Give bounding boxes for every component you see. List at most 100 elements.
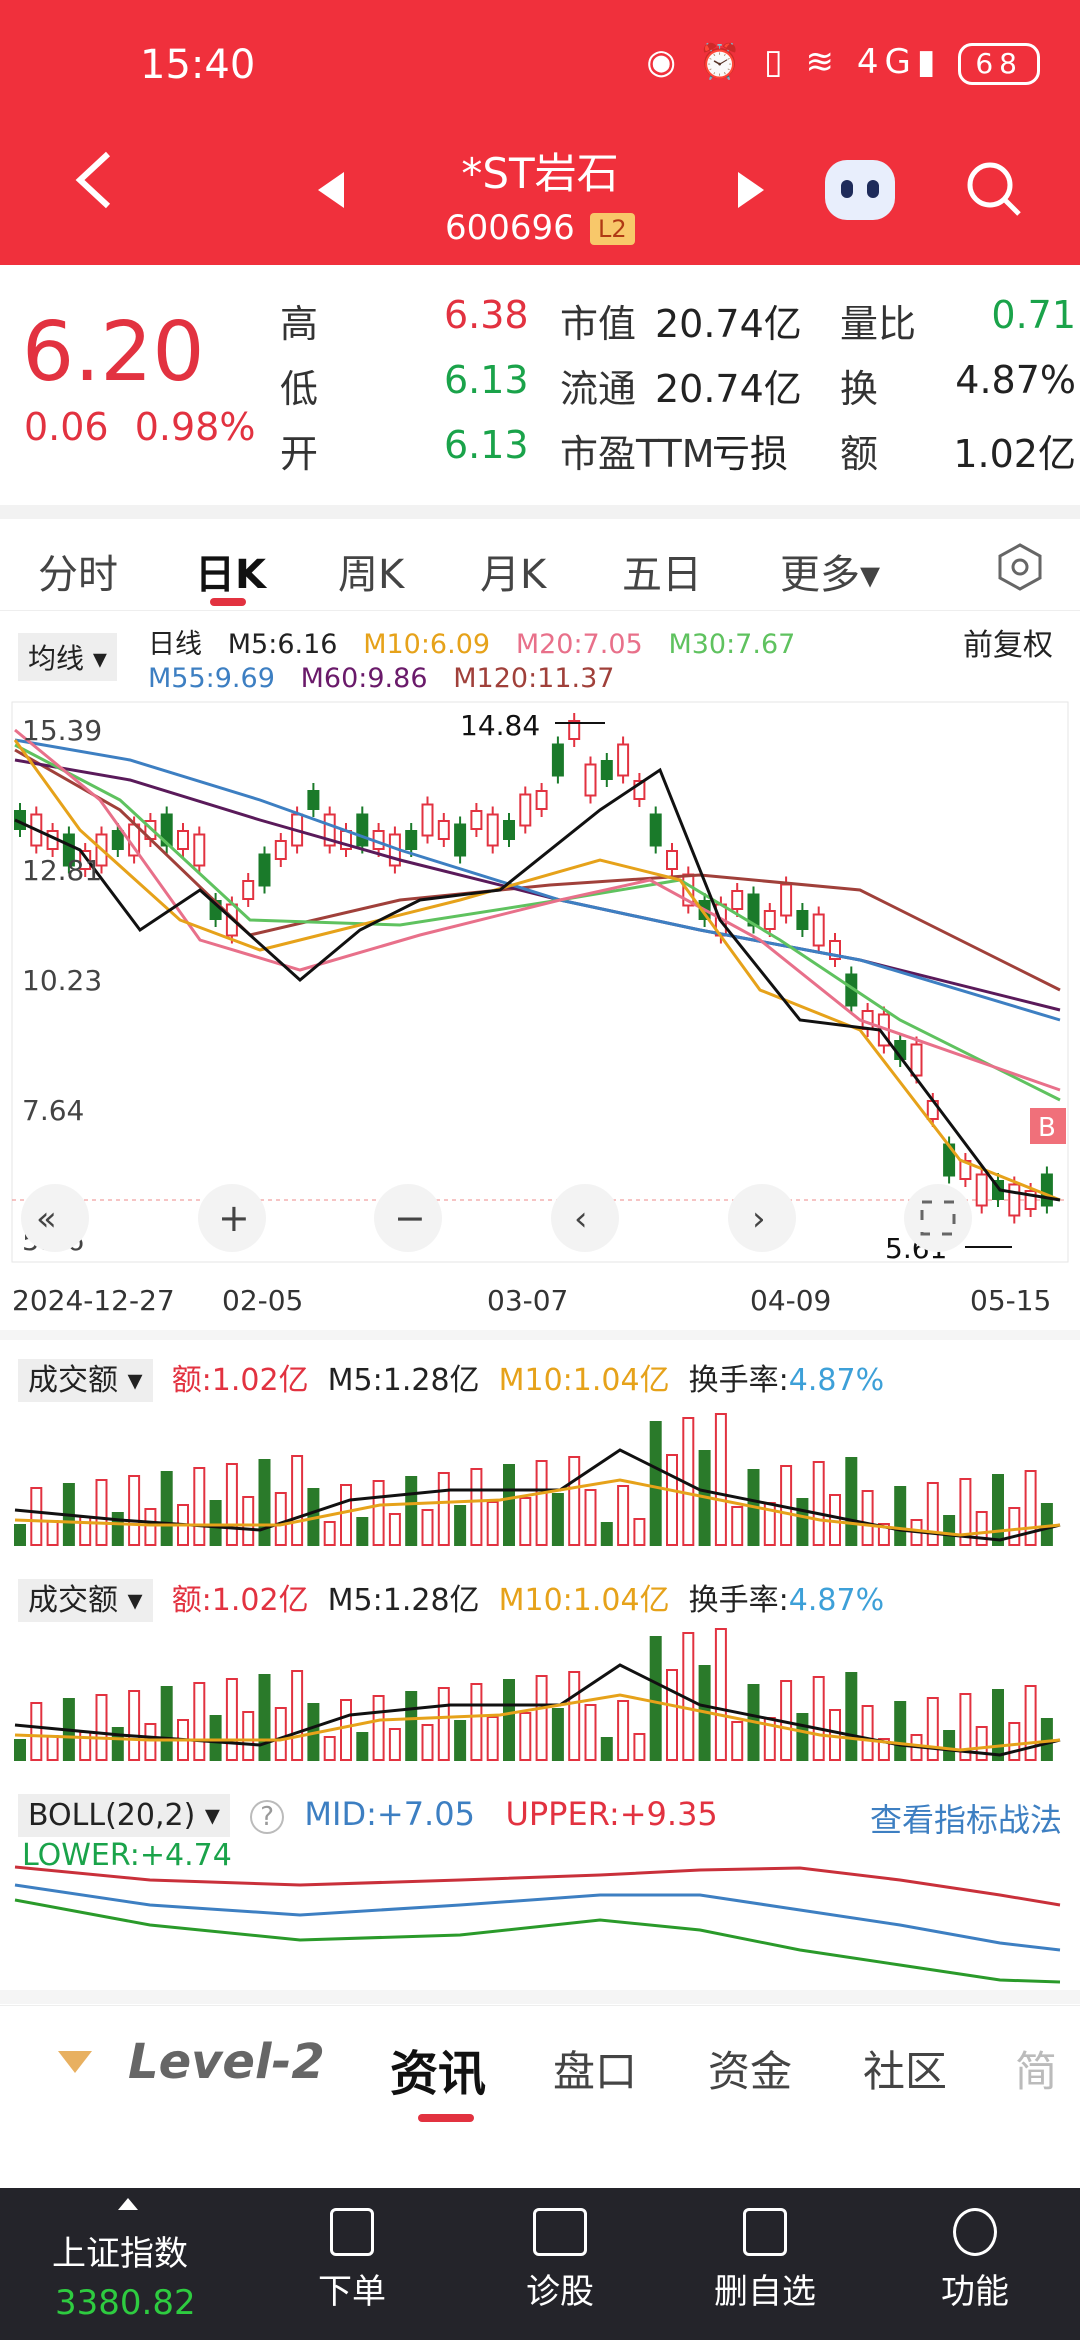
zoom-out-button[interactable] (374, 1184, 442, 1252)
buy-flag-label: B (1038, 1113, 1056, 1143)
tab-weekly-k[interactable]: 周K (338, 552, 405, 598)
volume-bar (193, 1467, 206, 1546)
volume-bar (405, 1691, 418, 1761)
candle-body (160, 813, 173, 847)
nav-diagnose[interactable]: 诊股 (500, 2208, 620, 2313)
tab-brief[interactable]: 简 (1015, 2047, 1058, 2096)
candle-body (1040, 1173, 1053, 1207)
ma60-value: M60:9.86 (300, 663, 428, 694)
amount-value: 1.02亿 (953, 432, 1076, 476)
candle-body (307, 790, 320, 810)
tab-more[interactable]: 更多▾ (780, 552, 881, 598)
fullscreen-button[interactable] (904, 1184, 972, 1252)
robot-assistant-icon[interactable] (825, 160, 895, 220)
zoom-in-button[interactable] (198, 1184, 266, 1252)
volume-bar (926, 1482, 939, 1546)
adjust-mode[interactable]: 前复权 (963, 628, 1053, 663)
tab-daily-k[interactable]: 日K (195, 552, 266, 598)
volume-select-2[interactable]: 成交额 ▾ (18, 1579, 153, 1622)
ma-select[interactable]: 均线 ▾ (18, 633, 117, 681)
date-label-0: 2024-12-27 (12, 1284, 175, 1317)
volume-bar (470, 1468, 483, 1546)
ma30-value: M30:7.67 (668, 629, 796, 660)
fullscreen-icon (920, 1200, 956, 1236)
tab-level2[interactable]: Level-2 (128, 2034, 325, 2090)
market-cap-label: 市值 (560, 302, 637, 346)
active-tab-indicator-news (418, 2114, 474, 2122)
candle-body (323, 813, 336, 847)
candle-body (910, 1043, 923, 1077)
scroll-left-button[interactable] (551, 1184, 619, 1252)
tab-news[interactable]: 资讯 (390, 2046, 487, 2102)
chart-frame (11, 701, 1069, 1263)
indicator-strategy-link[interactable]: 查看指标战法 (869, 1801, 1062, 1839)
volume-bar (519, 1497, 532, 1546)
quote-panel: 6.20 0.06 0.98% 高 6.38 市值 20.74亿 量比 0.71… (0, 265, 1080, 505)
settings-hex-icon[interactable] (995, 542, 1045, 592)
volume-bar (128, 1690, 141, 1761)
minus-box-icon (743, 2208, 787, 2256)
prev-stock-icon[interactable] (318, 172, 344, 208)
ma55-line (14, 738, 1061, 1022)
volume-bar (519, 1712, 532, 1761)
volume-chart-2 (14, 1628, 1061, 1761)
candle-body (503, 820, 515, 840)
tab-order-book[interactable]: 盘口 (553, 2047, 638, 2096)
turnover-rate-value: 4.87% (788, 1363, 885, 1398)
volume-bar (943, 1730, 956, 1761)
volume-bar (258, 1459, 271, 1546)
back-icon[interactable] (70, 150, 120, 210)
search-icon[interactable] (965, 160, 1023, 218)
open-label: 开 (280, 432, 319, 476)
tab-monthly-k[interactable]: 月K (480, 552, 547, 598)
kline-chart[interactable]: 15.39 12.81 10.23 7.64 5.06 14.84 5.61 B… (0, 690, 1080, 1270)
candle-body (274, 840, 287, 860)
volume-bar (617, 1700, 630, 1761)
tab-five-day[interactable]: 五日 (622, 552, 702, 598)
next-stock-icon[interactable] (738, 172, 764, 208)
candle-body (1024, 1190, 1037, 1210)
date-label-1: 02-05 (222, 1284, 304, 1317)
volume-bar (649, 1421, 662, 1546)
volume-bar (877, 1523, 890, 1546)
period-tabs: 分时 日K 周K 月K 五日 更多▾ (0, 520, 1080, 611)
candle-body (470, 810, 483, 830)
status-icon-group: ◉ ⏰ ▯ ≋ 4G▮ (646, 42, 942, 82)
scroll-right-button[interactable] (728, 1184, 796, 1252)
volume-bar (959, 1478, 972, 1546)
vol1-m10-line (14, 1478, 1061, 1537)
candle-body (568, 720, 581, 740)
scroll-left-fast-button[interactable] (21, 1184, 89, 1252)
boll-select[interactable]: BOLL(20,2) ▾ (18, 1794, 230, 1837)
nav-remove-watchlist[interactable]: 删自选 (705, 2208, 825, 2313)
help-icon[interactable]: ? (250, 1800, 285, 1834)
volume-bar (193, 1682, 206, 1761)
volume-bar (30, 1487, 43, 1546)
candle-body (1008, 1183, 1021, 1217)
volume-bar (258, 1674, 271, 1761)
high-value: 6.38 (444, 293, 529, 337)
volume-bar (437, 1472, 450, 1546)
volume-panel-1-header: 成交额 ▾ 额:1.02亿 M5:1.28亿 M10:1.04亿 换手率:4.8… (18, 1355, 885, 1402)
volume-bar (388, 1513, 401, 1546)
index-name[interactable]: 上证指数 (52, 2234, 188, 2274)
volume-bar (14, 1524, 26, 1546)
boll-mid: MID:+7.05 (304, 1795, 475, 1833)
volume-amount-2: 额:1.02亿 (171, 1583, 309, 1618)
volume-select[interactable]: 成交额 ▾ (18, 1359, 153, 1402)
turnover-value: 4.87% (955, 358, 1076, 402)
tab-community[interactable]: 社区 (863, 2047, 948, 2096)
boll-upper-line (14, 1865, 1061, 1907)
nav-place-order[interactable]: 下单 (292, 2208, 412, 2313)
kline-kind: 日线 (148, 629, 202, 660)
volume-m10-2: M10:1.04亿 (498, 1583, 670, 1618)
expand-up-icon[interactable] (118, 2198, 138, 2210)
tab-funds[interactable]: 资金 (708, 2047, 793, 2096)
pe-label: 市盈TTM (560, 432, 715, 476)
pe-value: 亏损 (712, 432, 789, 476)
volume-bar (46, 1520, 59, 1546)
tab-fenshi[interactable]: 分时 (38, 552, 118, 598)
candle-body (242, 880, 255, 900)
volume-bar (812, 1676, 825, 1761)
nav-functions[interactable]: 功能 (915, 2208, 1035, 2313)
